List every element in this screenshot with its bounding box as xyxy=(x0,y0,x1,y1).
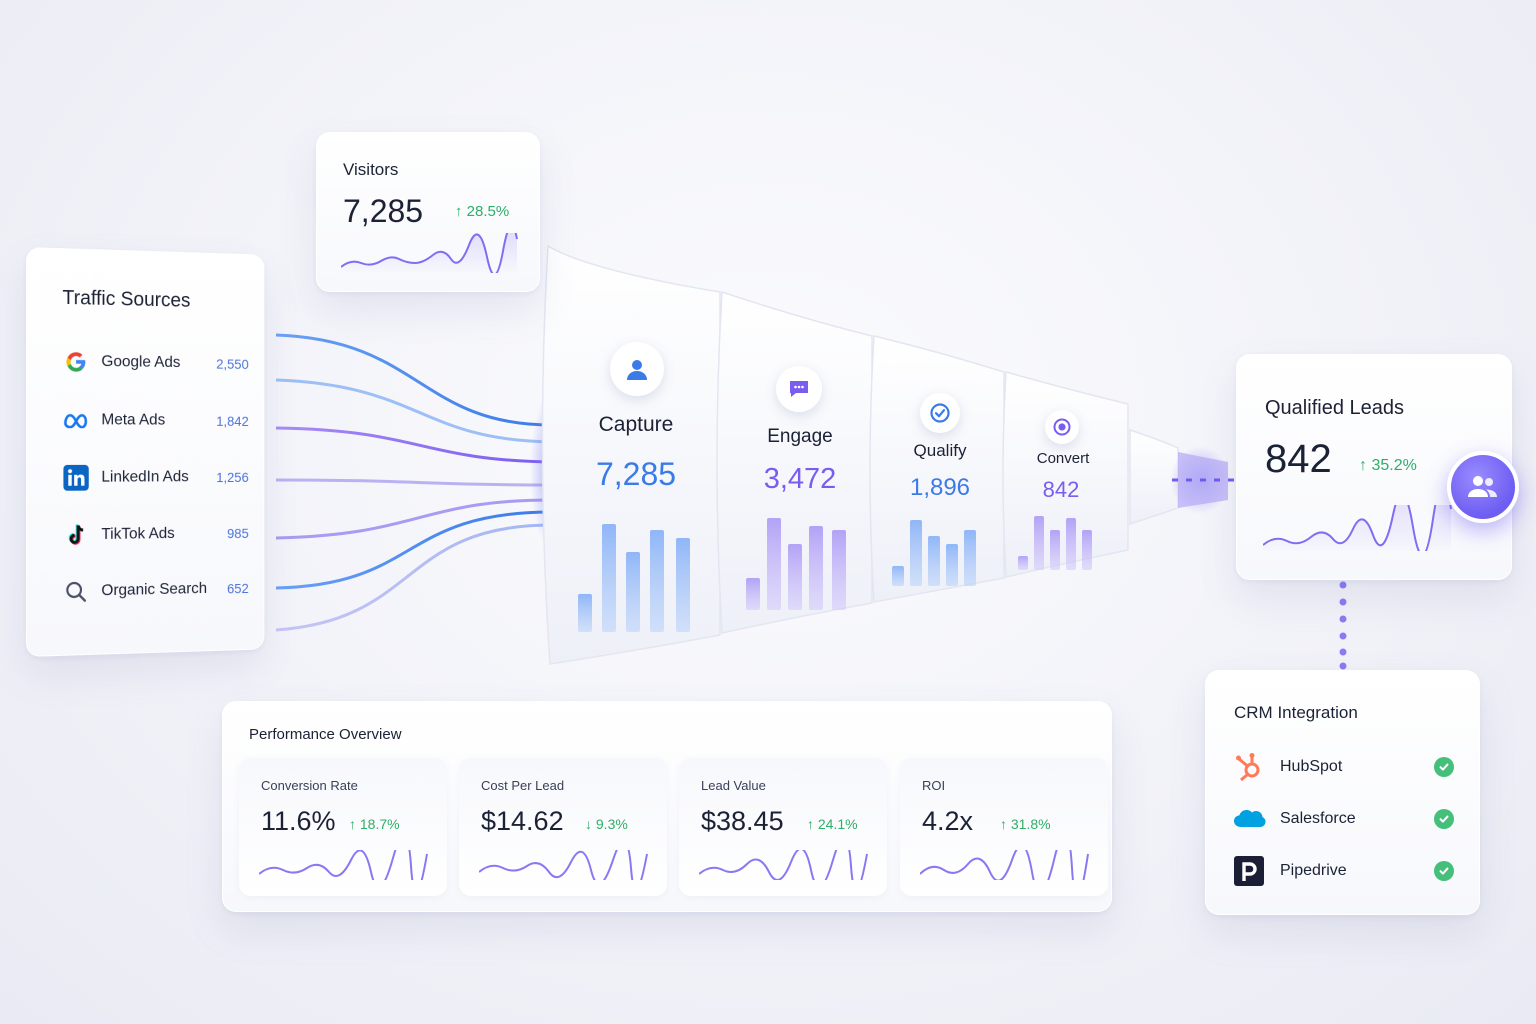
source-value: 2,550 xyxy=(216,355,249,372)
stage-capture-value: 7,285 xyxy=(595,456,677,492)
visitors-label: Visitors xyxy=(343,160,399,179)
metric-change: ↑ 18.7% xyxy=(349,816,400,832)
meta-icon xyxy=(62,406,89,434)
tiktok-icon xyxy=(62,521,89,549)
metric-label: Conversion Rate xyxy=(261,778,358,793)
convert-bars xyxy=(1018,516,1092,570)
stage-qualify-value: 1,896 xyxy=(909,474,971,501)
source-name: Google Ads xyxy=(101,353,181,372)
metric-sparkline xyxy=(699,850,868,880)
metric-change: ↑ 24.1% xyxy=(807,816,858,832)
qualify-bars xyxy=(892,520,976,586)
hubspot-icon xyxy=(1232,750,1266,784)
capture-bars xyxy=(578,524,690,632)
metric-value: 11.6% xyxy=(261,806,336,836)
stage-qualify-name: Qualify xyxy=(913,441,967,460)
flow-line xyxy=(275,378,553,444)
qualified-leads-label: Qualified Leads xyxy=(1265,397,1404,419)
flow-line xyxy=(275,426,553,464)
stage-engage-value: 3,472 xyxy=(763,463,837,495)
stage-capture-name: Capture xyxy=(598,413,674,436)
salesforce-icon xyxy=(1232,802,1266,836)
source-row-linkedin[interactable]: LinkedIn Ads 1,256 xyxy=(62,461,249,495)
crm-row-pipedrive[interactable]: Pipedrive xyxy=(1232,853,1454,889)
flow-line xyxy=(275,523,553,632)
qualified-leads-sparkline xyxy=(1263,505,1452,551)
crm-name: Salesforce xyxy=(1280,810,1356,827)
user-icon xyxy=(610,342,664,396)
source-value: 1,256 xyxy=(216,469,249,485)
source-row-tiktok[interactable]: TikTok Ads 985 xyxy=(62,517,249,553)
metric-sparkline xyxy=(920,850,1089,880)
metric-value: 4.2x xyxy=(922,806,974,836)
funnel-segment-convert xyxy=(1002,371,1129,578)
source-value: 985 xyxy=(227,525,249,542)
qualified-leads-change: ↑ 35.2% xyxy=(1359,457,1417,474)
metric-change: ↓ 9.3% xyxy=(585,816,628,832)
source-row-organic[interactable]: Organic Search 652 xyxy=(62,572,249,609)
search-icon xyxy=(62,578,89,606)
crm-name: HubSpot xyxy=(1280,758,1343,775)
performance-overview-panel: Performance Overview Conversion Rate 11.… xyxy=(222,701,1112,912)
metric-label: Lead Value xyxy=(701,778,766,793)
funnel-segment-capture xyxy=(541,244,721,665)
engage-bars xyxy=(746,518,846,610)
source-value: 1,842 xyxy=(216,413,249,429)
check-icon xyxy=(1434,757,1454,777)
crm-name: Pipedrive xyxy=(1280,862,1347,879)
target-icon xyxy=(1045,410,1079,444)
metric-cost-per-lead[interactable]: Cost Per Lead $14.62 ↓ 9.3% xyxy=(459,758,667,896)
metric-sparkline xyxy=(259,850,428,880)
metric-label: Cost Per Lead xyxy=(481,778,565,793)
flow-line xyxy=(275,510,553,590)
source-row-meta[interactable]: Meta Ads 1,842 xyxy=(62,403,249,437)
visitors-value: 7,285 xyxy=(343,193,424,229)
crm-row-hubspot[interactable]: HubSpot xyxy=(1232,749,1454,785)
source-name: Organic Search xyxy=(101,580,208,600)
check-circle-icon xyxy=(920,393,960,433)
visitors-card: Visitors 7,285 ↑ 28.5% xyxy=(316,132,540,292)
visitors-change: ↑ 28.5% xyxy=(455,203,510,220)
crm-row-salesforce[interactable]: Salesforce xyxy=(1232,801,1454,837)
metric-lead-value[interactable]: Lead Value $38.45 ↑ 24.1% xyxy=(679,758,887,896)
source-name: LinkedIn Ads xyxy=(101,468,189,486)
google-icon xyxy=(62,348,89,376)
traffic-sources-title: Traffic Sources xyxy=(62,286,191,312)
crm-title: CRM Integration xyxy=(1234,703,1358,722)
pipedrive-icon xyxy=(1232,854,1266,888)
metric-label: ROI xyxy=(922,778,946,793)
stage-engage-name: Engage xyxy=(767,426,833,447)
source-value: 652 xyxy=(227,580,249,597)
source-row-google[interactable]: Google Ads 2,550 xyxy=(62,345,249,381)
metric-sparkline xyxy=(479,850,648,880)
metric-value: $14.62 xyxy=(481,806,564,836)
visitors-sparkline xyxy=(341,233,518,273)
metric-roi[interactable]: ROI 4.2x ↑ 31.8% xyxy=(900,758,1108,896)
connector-dots xyxy=(1339,581,1347,670)
stage-convert-value: 842 xyxy=(1042,477,1080,502)
traffic-sources-panel: Traffic Sources Google Ads 2,550 Meta Ad… xyxy=(26,247,265,657)
crm-integration-panel: CRM Integration HubSpot Salesforce Piped… xyxy=(1205,670,1480,915)
users-icon[interactable] xyxy=(1447,451,1519,523)
flow-line xyxy=(275,333,553,427)
qualified-leads-value: 842 xyxy=(1265,437,1332,481)
source-name: TikTok Ads xyxy=(101,525,175,543)
linkedin-icon xyxy=(62,464,89,492)
check-icon xyxy=(1434,809,1454,829)
check-icon xyxy=(1434,861,1454,881)
performance-title: Performance Overview xyxy=(249,726,402,743)
metric-conversion-rate[interactable]: Conversion Rate 11.6% ↑ 18.7% xyxy=(239,758,447,896)
metric-change: ↑ 31.8% xyxy=(1000,816,1051,832)
metric-value: $38.45 xyxy=(701,806,784,836)
chat-icon xyxy=(776,366,822,412)
source-name: Meta Ads xyxy=(101,411,166,429)
flow-line xyxy=(275,478,553,487)
stage-convert-name: Convert xyxy=(1036,450,1090,467)
flow-line xyxy=(275,498,553,540)
